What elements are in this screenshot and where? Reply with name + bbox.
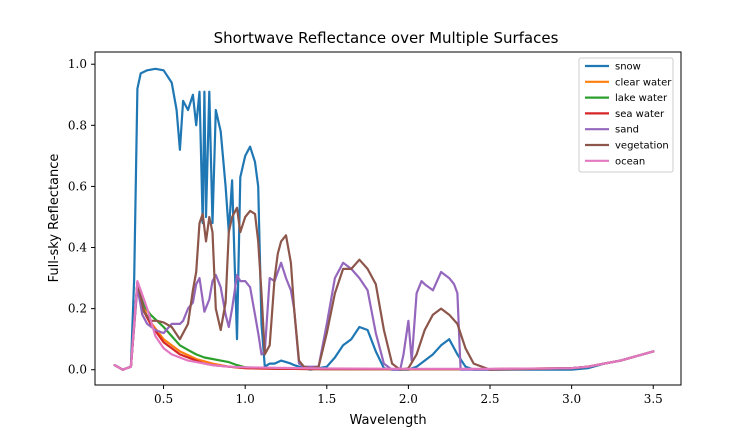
x-axis-label: Wavelength xyxy=(349,413,426,428)
legend-label: clear water xyxy=(615,77,672,88)
legend-label: sand xyxy=(615,125,639,136)
series-line-ocean xyxy=(113,280,655,371)
legend-label: vegetation xyxy=(615,141,669,152)
y-axis: 0.0 0.2 0.4 0.6 0.8 1.0 xyxy=(68,57,95,377)
x-tick-label: 1.5 xyxy=(317,392,336,406)
legend-label: lake water xyxy=(615,93,668,104)
y-tick-label: 0.2 xyxy=(68,302,87,316)
plot-frame xyxy=(94,51,682,386)
x-tick-label: 2.5 xyxy=(480,392,499,406)
y-tick-label: 0.8 xyxy=(68,118,87,132)
series-line-snow xyxy=(113,67,655,371)
x-tick-label: 0.5 xyxy=(154,392,173,406)
series-layer xyxy=(113,67,655,371)
y-tick-label: 0.0 xyxy=(68,363,87,377)
legend-label: snow xyxy=(615,62,641,73)
x-tick-label: 1.0 xyxy=(236,392,255,406)
y-tick-label: 1.0 xyxy=(68,57,87,71)
y-tick-label: 0.6 xyxy=(68,179,87,193)
legend-box xyxy=(578,57,674,173)
y-axis-label: Full-sky Reflectance xyxy=(47,154,62,283)
x-axis: 0.5 1.0 1.5 2.0 2.5 3.0 3.5 xyxy=(154,385,663,406)
x-tick-label: 2.0 xyxy=(399,392,418,406)
y-tick-label: 0.4 xyxy=(68,241,87,255)
legend-label: ocean xyxy=(615,156,645,167)
legend: snow clear water lake water sea water sand ve… xyxy=(578,57,674,173)
x-tick-label: 3.5 xyxy=(644,392,663,406)
series-line-vegetation xyxy=(113,206,655,371)
chart-title: Shortwave Reflectance over Multiple Surf… xyxy=(214,29,559,47)
x-tick-label: 3.0 xyxy=(562,392,581,406)
legend-label: sea water xyxy=(615,109,665,120)
